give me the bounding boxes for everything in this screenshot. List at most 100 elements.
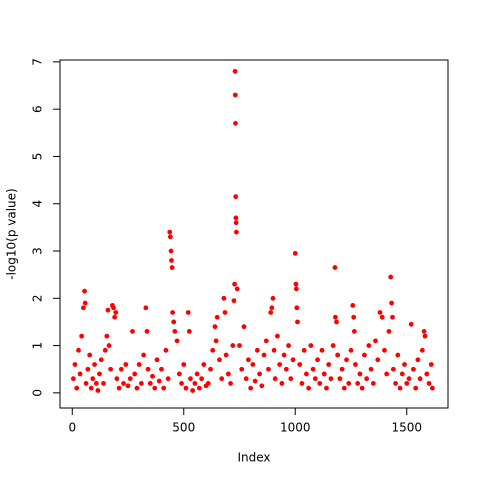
point <box>261 352 267 358</box>
point <box>279 381 285 386</box>
point <box>145 366 151 372</box>
point <box>152 385 158 391</box>
point <box>301 347 307 353</box>
point <box>404 381 410 386</box>
point <box>319 347 325 353</box>
point <box>167 229 173 235</box>
point <box>339 366 345 372</box>
point <box>395 352 401 358</box>
point <box>77 371 83 377</box>
point <box>408 321 414 327</box>
point <box>288 376 294 382</box>
point <box>234 286 240 292</box>
x-tick-label: 1000 <box>280 421 311 435</box>
point <box>233 215 239 221</box>
point <box>335 352 341 358</box>
point <box>275 333 280 339</box>
point <box>346 381 352 386</box>
point <box>310 366 316 372</box>
point <box>190 388 196 393</box>
point <box>355 381 361 386</box>
point <box>415 357 421 363</box>
x-axis-label: Index <box>237 451 270 465</box>
point <box>185 310 191 315</box>
point <box>397 385 403 391</box>
point <box>269 305 275 311</box>
point <box>411 366 416 372</box>
point <box>263 338 269 344</box>
point <box>330 343 336 348</box>
point <box>334 319 339 325</box>
point <box>248 385 254 391</box>
point <box>290 357 296 363</box>
point <box>328 376 334 382</box>
point <box>388 274 394 280</box>
point <box>382 347 387 353</box>
point <box>384 371 390 377</box>
point <box>286 343 291 348</box>
point <box>353 362 358 367</box>
point <box>332 265 338 270</box>
point <box>386 329 392 334</box>
point <box>97 371 102 377</box>
point <box>101 381 106 386</box>
point <box>199 376 204 382</box>
point <box>390 314 395 320</box>
y-tick-label: 7 <box>31 58 45 66</box>
point <box>377 310 383 315</box>
point <box>272 376 278 382</box>
point <box>350 302 356 308</box>
point <box>74 385 80 391</box>
point <box>106 343 112 348</box>
point <box>188 376 193 382</box>
point <box>168 248 174 254</box>
point <box>85 366 91 372</box>
point <box>232 281 238 287</box>
point <box>81 305 86 311</box>
point <box>237 343 242 348</box>
y-tick-label: 1 <box>31 342 45 350</box>
point <box>212 324 218 330</box>
point <box>102 347 108 353</box>
y-tick-label: 4 <box>31 200 45 208</box>
point <box>196 385 202 391</box>
x-tick-label: 1500 <box>391 421 422 435</box>
point <box>186 329 192 334</box>
point <box>161 385 167 391</box>
point <box>332 314 338 320</box>
point <box>351 329 357 334</box>
point <box>277 362 283 367</box>
point <box>201 362 207 367</box>
point <box>421 329 427 334</box>
point <box>283 366 289 372</box>
point <box>422 333 428 339</box>
point <box>373 338 378 344</box>
point <box>134 385 140 391</box>
point <box>167 234 173 240</box>
point <box>169 265 175 270</box>
point <box>348 347 354 353</box>
point <box>112 314 118 320</box>
point <box>304 371 309 377</box>
point <box>299 381 305 386</box>
point <box>111 305 116 311</box>
point <box>413 385 419 391</box>
point <box>108 366 114 372</box>
point <box>233 194 239 200</box>
point <box>231 298 237 304</box>
point <box>192 381 198 386</box>
point <box>138 381 144 386</box>
point <box>252 378 258 384</box>
point <box>87 352 93 358</box>
point <box>402 362 407 367</box>
point <box>150 373 155 379</box>
point <box>208 366 213 372</box>
point <box>232 68 238 74</box>
point <box>123 362 129 367</box>
point <box>399 371 405 377</box>
point <box>271 347 277 353</box>
point <box>364 376 370 382</box>
point <box>225 371 231 377</box>
point <box>156 378 162 384</box>
